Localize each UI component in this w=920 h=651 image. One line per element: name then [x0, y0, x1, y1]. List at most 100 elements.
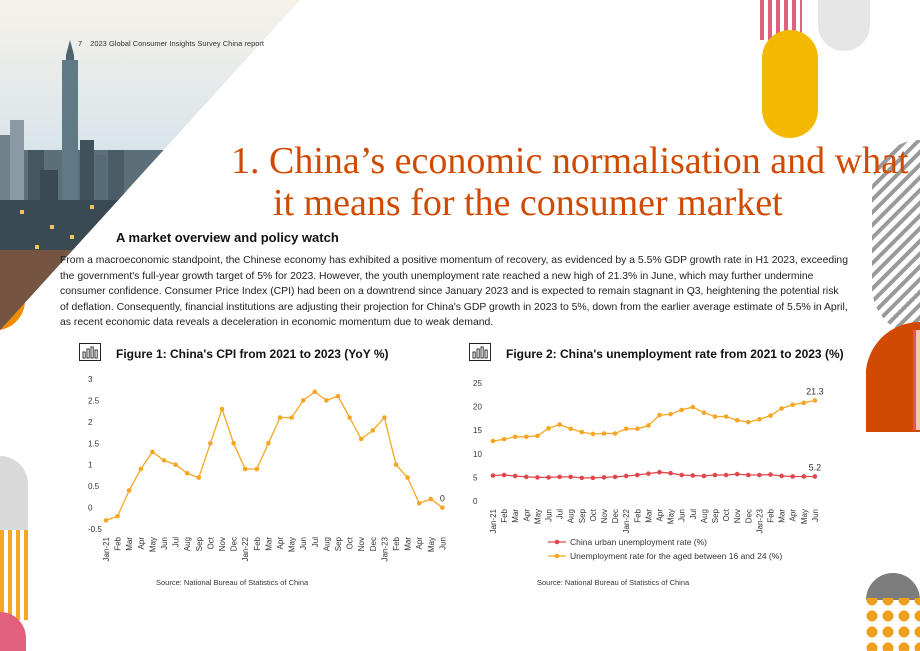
- data-point: [623, 426, 629, 432]
- data-point: [138, 466, 144, 472]
- data-point: [679, 472, 684, 478]
- data-point: [723, 472, 729, 478]
- data-point: [757, 417, 762, 422]
- data-point: [219, 406, 225, 412]
- x-tick-label: Feb: [633, 508, 642, 522]
- section-title-line2: it means for the consumer market: [273, 182, 783, 224]
- x-tick-label: Jun: [545, 509, 554, 522]
- data-point: [590, 431, 596, 437]
- data-point: [568, 474, 573, 480]
- data-point: [524, 434, 529, 440]
- data-point: [768, 413, 773, 418]
- data-point: [734, 417, 740, 423]
- data-point: [590, 475, 596, 481]
- x-tick-label: Aug: [700, 509, 709, 523]
- x-tick-label: Jan-23: [380, 536, 389, 561]
- data-point: [501, 472, 507, 478]
- x-tick-label: May: [427, 537, 436, 552]
- y-tick-label: 1.5: [88, 439, 100, 448]
- data-point: [612, 431, 618, 436]
- report-title: 2023 Global Consumer Insights Survey Chi…: [90, 39, 265, 48]
- data-point: [579, 429, 585, 435]
- subheading: A market overview and policy watch: [116, 230, 339, 245]
- series-line: [492, 471, 815, 479]
- x-tick-label: Jan-22: [241, 536, 250, 561]
- x-tick-label: Feb: [114, 536, 123, 550]
- data-point: [690, 473, 696, 478]
- x-tick-label: Jan-21: [102, 536, 111, 561]
- grey-pill-shape: [818, 0, 870, 51]
- yellow-stripes-shape: [0, 530, 28, 620]
- y-tick-label: 10: [473, 450, 482, 459]
- data-point: [115, 513, 120, 519]
- bar-chart-icon: [469, 343, 491, 361]
- data-label: 5.2: [809, 462, 822, 472]
- data-point: [184, 470, 190, 476]
- x-tick-label: Apr: [789, 509, 798, 522]
- body-paragraph: From a macroeconomic standpoint, the Chi…: [60, 255, 848, 329]
- x-tick-label: Jul: [311, 537, 320, 547]
- x-tick-label: Mar: [404, 537, 413, 551]
- y-tick-label: 25: [473, 379, 482, 388]
- city-skyline-image: [0, 0, 300, 330]
- data-point: [405, 475, 410, 480]
- data-point: [746, 472, 751, 478]
- data-point: [579, 475, 585, 481]
- data-point: [324, 398, 329, 403]
- data-point: [635, 472, 640, 478]
- y-tick-label: 2.5: [88, 396, 100, 405]
- data-point: [601, 431, 607, 436]
- x-tick-label: Apr: [656, 509, 665, 522]
- data-point: [266, 440, 271, 446]
- y-tick-label: 1: [88, 461, 93, 470]
- data-point: [668, 411, 673, 417]
- x-tick-label: Apr: [276, 537, 285, 550]
- data-point: [312, 389, 318, 395]
- data-point: [801, 400, 807, 406]
- orange-dots-shape: [864, 598, 920, 651]
- data-point: [150, 449, 155, 455]
- y-tick-label: -0.5: [88, 525, 102, 534]
- x-tick-label: Aug: [567, 509, 576, 523]
- x-tick-label: Oct: [206, 536, 215, 549]
- data-point: [546, 426, 551, 431]
- data-point: [801, 474, 807, 479]
- data-point: [701, 410, 707, 416]
- data-point: [490, 438, 496, 444]
- data-point: [668, 470, 673, 476]
- series-line: [492, 399, 816, 442]
- legend-marker: [554, 539, 560, 545]
- x-tick-label: Jul: [556, 509, 565, 519]
- y-tick-label: 3: [88, 375, 93, 384]
- x-tick-label: May: [800, 509, 809, 524]
- x-tick-label: Mar: [511, 509, 520, 523]
- x-tick-label: Dec: [369, 537, 378, 551]
- data-point: [779, 406, 784, 411]
- x-tick-label: Dec: [230, 537, 239, 551]
- x-tick-label: Mar: [264, 537, 273, 551]
- data-point: [557, 474, 562, 480]
- y-tick-label: 0.5: [88, 482, 100, 491]
- pink-left-shape: [0, 612, 26, 651]
- data-point: [428, 496, 434, 502]
- data-point: [277, 415, 283, 420]
- x-tick-label: Nov: [357, 537, 366, 551]
- data-point: [757, 472, 762, 478]
- bar-chart-icon: [79, 343, 101, 361]
- x-tick-label: Apr: [522, 509, 531, 522]
- x-tick-label: Oct: [589, 508, 598, 521]
- data-point: [746, 419, 751, 425]
- data-point: [300, 398, 306, 403]
- data-label: 21.3: [806, 386, 824, 396]
- data-point: [612, 474, 618, 480]
- data-point: [601, 475, 607, 480]
- figure1-source: Source: National Bureau of Statistics of…: [156, 578, 309, 587]
- figure2-source: Source: National Bureau of Statistics of…: [537, 578, 690, 587]
- x-tick-label: Nov: [733, 509, 742, 523]
- x-tick-label: Dec: [744, 509, 753, 523]
- legend-marker: [554, 553, 560, 559]
- x-tick-label: Feb: [253, 536, 262, 550]
- grey-semicircle-shape: [866, 573, 920, 600]
- data-point: [173, 462, 178, 468]
